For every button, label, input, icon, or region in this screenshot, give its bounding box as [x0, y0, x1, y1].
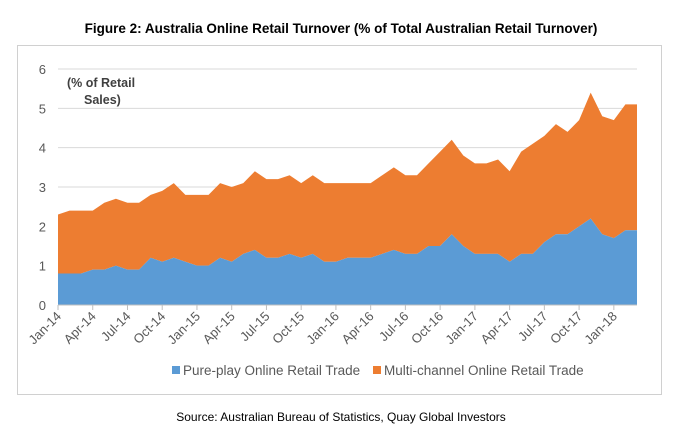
y-tick-label: 0 [39, 298, 46, 313]
x-tick-label: Jan-17 [442, 309, 481, 348]
x-tick-label: Jan-14 [25, 309, 64, 348]
y-tick-label: 3 [39, 180, 46, 195]
x-tick-label: Apr-16 [339, 309, 377, 347]
legend-label-multi-channel: Multi-channel Online Retail Trade [384, 363, 584, 378]
x-tick-label: Apr-14 [61, 309, 99, 347]
legend: Pure-play Online Retail Trade Multi-chan… [172, 363, 584, 378]
x-tick-label: Jan-16 [303, 309, 342, 348]
x-tick-label: Oct-17 [547, 309, 585, 347]
legend-swatch-multi-channel [373, 366, 381, 374]
series-area-multi-channel [58, 92, 637, 274]
figure-title: Figure 2: Australia Online Retail Turnov… [84, 21, 598, 36]
x-tick-label: Jul-14 [98, 309, 134, 345]
x-tick-label: Oct-14 [130, 309, 168, 347]
x-tick-label: Apr-15 [200, 309, 238, 347]
y-tick-label: 5 [39, 101, 46, 116]
y-tick-label: 4 [39, 141, 46, 156]
series-area-pure-play [58, 218, 637, 305]
legend-label-pure-play: Pure-play Online Retail Trade [183, 363, 360, 378]
y-tick-label: 1 [39, 259, 46, 274]
x-tick-label: Oct-16 [408, 309, 446, 347]
x-tick-label: Oct-15 [269, 309, 307, 347]
x-tick-label: Apr-17 [478, 309, 516, 347]
unit-annotation-line2: Sales) [84, 93, 121, 107]
unit-annotation-line1: (% of Retail [67, 76, 135, 90]
legend-swatch-pure-play [172, 366, 180, 374]
chart-frame [17, 45, 662, 395]
x-tick-label: Jan-15 [164, 309, 203, 348]
x-tick-label: Jul-17 [515, 309, 551, 345]
y-tick-label: 2 [39, 219, 46, 234]
source-note: Source: Australian Bureau of Statistics,… [176, 410, 506, 424]
y-tick-label: 6 [39, 62, 46, 77]
x-tick-label: Jul-16 [376, 309, 412, 345]
x-tick-label: Jan-18 [581, 309, 620, 348]
x-tick-label: Jul-15 [237, 309, 273, 345]
